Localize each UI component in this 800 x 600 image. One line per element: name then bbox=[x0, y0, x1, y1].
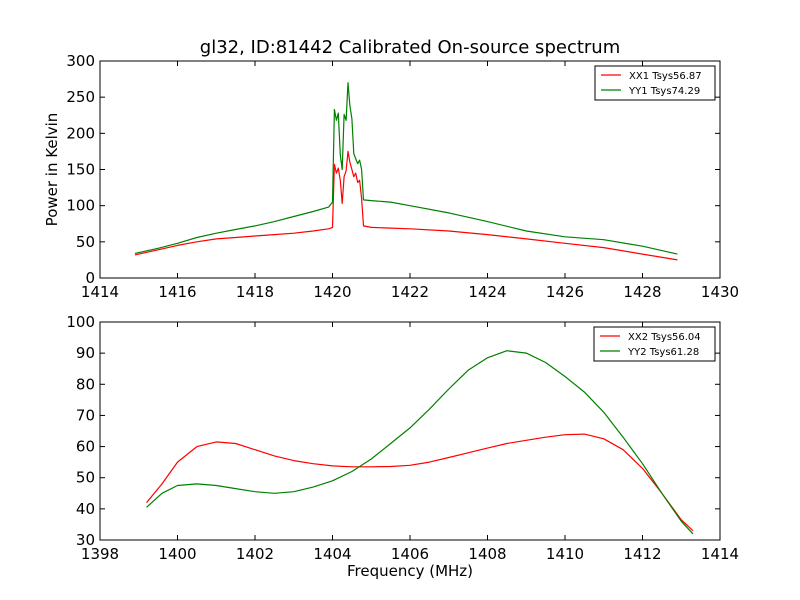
x-tick-label: 1408 bbox=[468, 545, 506, 563]
y-tick-label: 100 bbox=[66, 313, 95, 331]
x-tick-label: 1430 bbox=[701, 283, 739, 301]
x-tick-label: 1420 bbox=[313, 283, 351, 301]
y-tick-label: 300 bbox=[66, 52, 95, 70]
x-tick-label: 1426 bbox=[546, 283, 584, 301]
x-axis-label: Frequency (MHz) bbox=[347, 562, 473, 580]
y-tick-label: 80 bbox=[76, 375, 95, 393]
x-tick-label: 1422 bbox=[391, 283, 429, 301]
y-tick-label: 90 bbox=[76, 344, 95, 362]
x-tick-label: 1412 bbox=[623, 545, 661, 563]
y-tick-label: 50 bbox=[76, 469, 95, 487]
x-tick-label: 1402 bbox=[236, 545, 274, 563]
y-tick-label: 200 bbox=[66, 124, 95, 142]
legend-label: XX1 Tsys56.87 bbox=[629, 71, 702, 82]
legend-label: YY2 Tsys61.28 bbox=[627, 347, 699, 358]
chart-title: gl32, ID:81442 Calibrated On-source spec… bbox=[200, 37, 620, 58]
legend-label: XX2 Tsys56.04 bbox=[628, 332, 701, 343]
y-tick-label: 150 bbox=[66, 161, 95, 179]
x-tick-label: 1414 bbox=[81, 283, 119, 301]
x-tick-label: 1414 bbox=[701, 545, 739, 563]
y-tick-label: 40 bbox=[76, 500, 95, 518]
y-tick-label: 70 bbox=[76, 406, 95, 424]
x-tick-label: 1398 bbox=[81, 545, 119, 563]
series-line-xx2 bbox=[146, 433, 694, 532]
y-tick-label: 100 bbox=[66, 197, 95, 215]
x-tick-label: 1410 bbox=[546, 545, 584, 563]
y-axis-label: Power in Kelvin bbox=[43, 113, 61, 227]
x-tick-label: 1418 bbox=[236, 283, 274, 301]
series-line-yy1 bbox=[134, 82, 678, 255]
x-tick-label: 1406 bbox=[391, 545, 429, 563]
series-line-xx1 bbox=[134, 150, 678, 261]
x-tick-label: 1428 bbox=[623, 283, 661, 301]
legend: XX1 Tsys56.87 YY1 Tsys74.29 bbox=[594, 65, 716, 101]
x-tick-label: 1424 bbox=[468, 283, 506, 301]
y-tick-label: 30 bbox=[76, 531, 95, 549]
y-tick-label: 50 bbox=[76, 233, 95, 251]
legend-label: YY1 Tsys74.29 bbox=[628, 86, 700, 97]
top-panel: 1414 1416 1418 1420 1422 1424 1426 1428 1430 0 50 1… bbox=[43, 52, 739, 301]
y-tick-label: 0 bbox=[85, 269, 95, 287]
bottom-panel: 1398 1400 1402 1404 1406 1408 1410 1412 1414 30 40… bbox=[66, 313, 739, 580]
x-tick-label: 1400 bbox=[158, 545, 196, 563]
legend-frame bbox=[593, 326, 716, 362]
y-tick-label: 60 bbox=[76, 438, 95, 456]
legend: XX2 Tsys56.04 YY2 Tsys61.28 bbox=[593, 326, 716, 362]
y-tick-label: 250 bbox=[66, 88, 95, 106]
x-tick-label: 1404 bbox=[313, 545, 351, 563]
x-tick-label: 1416 bbox=[158, 283, 196, 301]
legend-frame bbox=[594, 65, 716, 101]
series-line-yy2 bbox=[146, 350, 694, 535]
